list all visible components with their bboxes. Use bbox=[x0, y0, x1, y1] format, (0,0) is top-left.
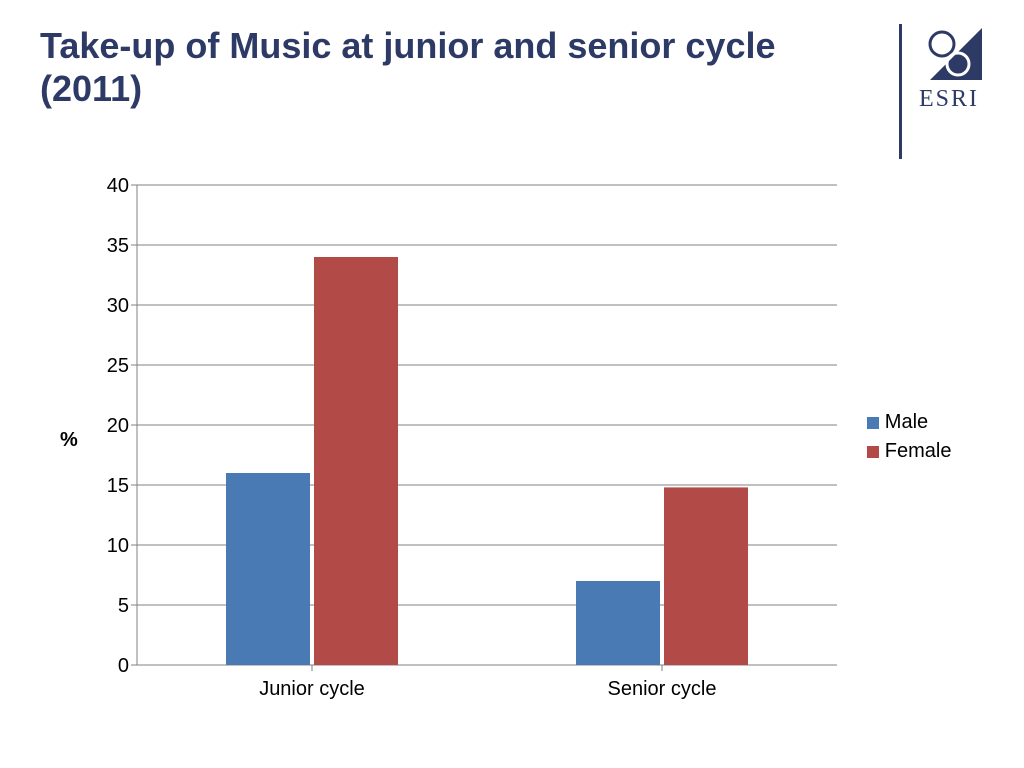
logo-region: ESRI bbox=[899, 24, 984, 159]
page-title: Take-up of Music at junior and senior cy… bbox=[40, 24, 899, 110]
y-tick-label: 40 bbox=[107, 175, 129, 197]
y-tick-label: 35 bbox=[107, 235, 129, 257]
bar bbox=[664, 487, 748, 665]
y-tick-label: 20 bbox=[107, 415, 129, 437]
logo-divider bbox=[899, 24, 902, 159]
bar bbox=[576, 581, 660, 665]
y-tick-label: 15 bbox=[107, 475, 129, 497]
y-tick-label: 0 bbox=[118, 655, 129, 677]
esri-logo-icon bbox=[914, 24, 984, 84]
header: Take-up of Music at junior and senior cy… bbox=[0, 0, 1024, 159]
legend-item: Male bbox=[867, 411, 952, 434]
x-category-label: Junior cycle bbox=[259, 678, 365, 700]
chart-region: % 0 5 10 15 20 25 30 35 40 Junior cycle Senior cyc… bbox=[60, 160, 960, 720]
legend-swatch bbox=[867, 446, 879, 458]
y-axis-label: % bbox=[60, 429, 78, 452]
bar bbox=[314, 257, 398, 665]
y-tick-label: 10 bbox=[107, 535, 129, 557]
logo-text: ESRI bbox=[919, 86, 979, 113]
legend-item: Female bbox=[867, 440, 952, 463]
legend-label: Male bbox=[885, 411, 928, 434]
legend-swatch bbox=[867, 417, 879, 429]
y-tick-label: 30 bbox=[107, 295, 129, 317]
x-category-label: Senior cycle bbox=[607, 678, 716, 700]
bar bbox=[226, 473, 310, 665]
y-tick-label: 5 bbox=[118, 595, 129, 617]
logo-box: ESRI bbox=[914, 24, 984, 113]
bar-chart: 0 5 10 15 20 25 30 35 40 Junior cycle Senior cycle bbox=[82, 175, 847, 705]
legend: Male Female bbox=[867, 411, 952, 469]
legend-label: Female bbox=[885, 440, 952, 463]
y-tick-label: 25 bbox=[107, 355, 129, 377]
